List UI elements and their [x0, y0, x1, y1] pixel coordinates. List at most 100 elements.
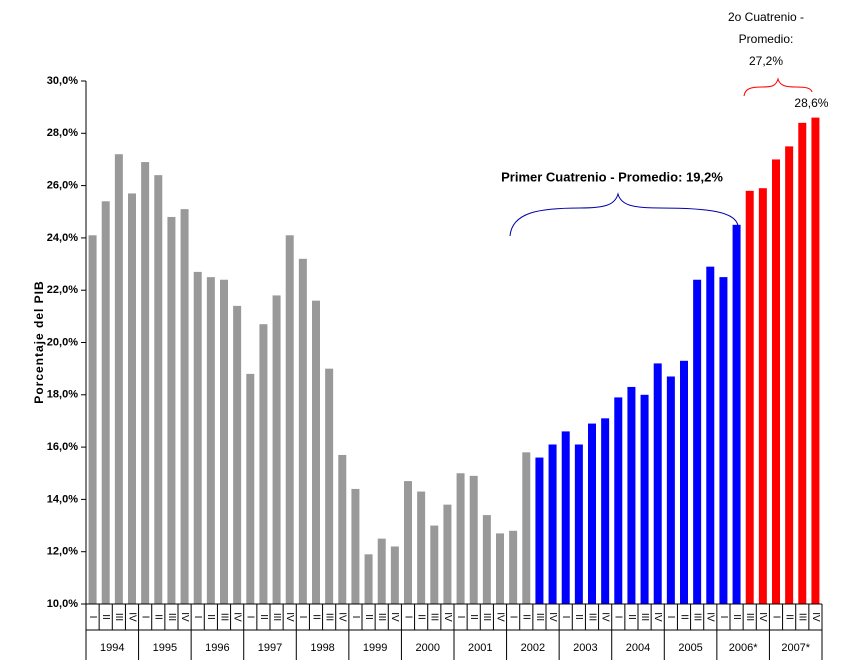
- bar: [233, 305, 242, 604]
- x-tick-label: IV: [337, 612, 348, 622]
- bar: [128, 193, 136, 604]
- bar: [772, 159, 780, 604]
- bar: [114, 154, 123, 604]
- group-label: 2005: [678, 642, 702, 654]
- x-tick-label: III: [271, 613, 282, 621]
- x-tick-label: IV: [494, 612, 505, 622]
- bar: [404, 481, 412, 604]
- x-tick-label: III: [113, 613, 124, 621]
- x-tick-label: IV: [442, 612, 453, 622]
- bar: [653, 363, 662, 604]
- group-label: 1995: [153, 642, 177, 654]
- x-tick-label: III: [481, 613, 492, 621]
- bar: [522, 452, 531, 604]
- group-label: 1996: [205, 642, 229, 654]
- bar: [180, 209, 189, 604]
- x-tick-label: III: [429, 613, 440, 621]
- bar: [561, 431, 570, 604]
- group-label: 2006*: [729, 642, 758, 654]
- bar: [206, 277, 215, 604]
- bar: [574, 444, 583, 604]
- bar: [154, 175, 163, 604]
- x-tick-label: II: [310, 614, 321, 620]
- bar: [220, 279, 228, 604]
- bar: [680, 360, 688, 604]
- annotation: Promedio:: [739, 32, 794, 46]
- x-tick-label: III: [797, 613, 808, 621]
- brace: [743, 77, 813, 97]
- x-tick-label: III: [376, 613, 387, 621]
- x-tick-label: II: [678, 614, 689, 620]
- x-tick-label: III: [744, 613, 755, 621]
- brace: [509, 192, 739, 237]
- bar: [601, 418, 610, 604]
- bar: [101, 201, 110, 605]
- x-tick-label: IV: [179, 612, 190, 622]
- x-tick-label: II: [100, 614, 111, 620]
- x-tick-label: I: [297, 616, 308, 619]
- x-tick-label: II: [573, 614, 584, 620]
- x-tick-label: IV: [600, 612, 611, 622]
- y-tick-label: 30,0%: [47, 75, 78, 87]
- bar: [509, 530, 518, 604]
- x-tick-label: II: [416, 614, 427, 620]
- bar: [798, 122, 807, 604]
- bar: [732, 224, 741, 604]
- value-label: 28,6%: [794, 96, 828, 110]
- x-tick-label: I: [192, 616, 203, 619]
- group-label: 1994: [100, 642, 124, 654]
- group-label: 2007*: [781, 642, 810, 654]
- group-label: 2002: [521, 642, 545, 654]
- x-tick-label: IV: [547, 612, 558, 622]
- y-tick-label: 22,0%: [47, 284, 78, 296]
- bar: [469, 475, 478, 604]
- annotation: Primer Cuatrenio - Promedio: 19,2%: [501, 169, 723, 184]
- group-label: 2000: [415, 642, 439, 654]
- bar: [535, 457, 544, 604]
- bar: [377, 538, 386, 604]
- bar: [456, 473, 465, 604]
- y-tick-label: 20,0%: [47, 336, 78, 348]
- bar: [325, 368, 334, 604]
- x-tick-label: I: [350, 616, 361, 619]
- x-tick-label: IV: [389, 612, 400, 622]
- bar: [811, 117, 820, 605]
- group-label: 2004: [626, 642, 650, 654]
- x-tick-label: III: [218, 613, 229, 621]
- x-tick-label: I: [770, 616, 781, 619]
- annotation: 27,2%: [749, 54, 783, 68]
- y-axis-label: Porcentaje del PIB: [32, 280, 46, 403]
- bar: [758, 188, 767, 604]
- bar: [745, 190, 754, 604]
- x-tick-label: I: [402, 616, 413, 619]
- y-tick-label: 18,0%: [47, 389, 78, 401]
- bar: [482, 515, 491, 604]
- y-tick-label: 12,0%: [47, 546, 78, 558]
- bar: [496, 533, 504, 604]
- y-tick-label: 28,0%: [47, 127, 78, 139]
- bar: [167, 216, 176, 605]
- x-tick-label: II: [731, 614, 742, 620]
- group-label: 1997: [258, 642, 282, 654]
- y-tick-label: 26,0%: [47, 180, 78, 192]
- x-tick-label: I: [508, 616, 519, 619]
- bar: [259, 324, 268, 604]
- annotation: 2o Cuatrenio -: [728, 10, 804, 24]
- bar: [141, 162, 150, 604]
- bar: [706, 266, 715, 604]
- x-tick-label: IV: [652, 612, 663, 622]
- bar: [338, 454, 347, 604]
- x-tick-label: III: [324, 613, 335, 621]
- bar: [417, 491, 426, 604]
- bar: [443, 504, 452, 604]
- y-tick-label: 24,0%: [47, 232, 78, 244]
- bar: [430, 525, 439, 604]
- x-tick-label: I: [245, 616, 256, 619]
- x-tick-label: IV: [705, 612, 716, 622]
- x-tick-label: III: [166, 613, 177, 621]
- group-label: 1999: [363, 642, 387, 654]
- x-tick-label: III: [692, 613, 703, 621]
- bar: [298, 258, 307, 604]
- bar: [627, 386, 636, 604]
- x-tick-label: II: [363, 614, 374, 620]
